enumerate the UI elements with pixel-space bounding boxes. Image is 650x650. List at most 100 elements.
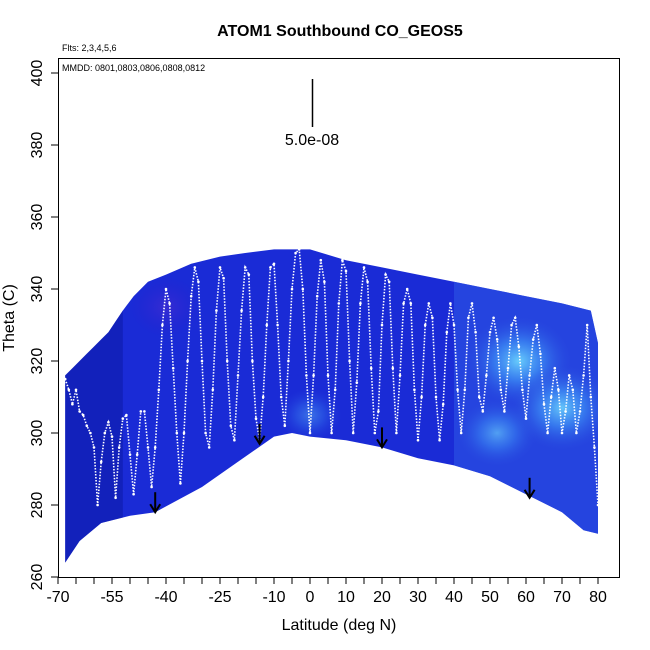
track-point [546, 431, 549, 435]
y-tick-label: 260 [29, 564, 46, 591]
track-point [81, 413, 85, 417]
track-point [517, 345, 521, 348]
track-point [229, 424, 233, 428]
curtain-hotspot-3 [130, 277, 202, 337]
y-tick-label: 400 [29, 60, 46, 87]
track-point [481, 410, 485, 413]
track-point [143, 410, 146, 413]
track-point [135, 453, 139, 456]
y-axis-label: Theta (C) [1, 284, 18, 352]
track-point [99, 460, 103, 464]
track-point [283, 424, 287, 428]
track-point [297, 248, 301, 251]
track-point [585, 323, 589, 327]
y-tick-label: 280 [29, 492, 46, 519]
track-point [233, 438, 236, 442]
x-tick-label: -10 [262, 589, 285, 606]
track-point [276, 323, 279, 327]
x-tick-label: 60 [517, 589, 535, 606]
track-point [114, 496, 117, 500]
track-point [535, 323, 539, 327]
track-point [207, 446, 211, 449]
track-point [146, 446, 150, 449]
track-point [85, 424, 89, 428]
track-point [89, 431, 92, 435]
track-point [373, 431, 377, 435]
track-point [348, 359, 351, 363]
curtain-hotspot-4 [278, 388, 342, 442]
x-tick-label: 40 [445, 589, 463, 606]
track-point [557, 388, 560, 392]
track-point [215, 309, 218, 312]
track-point [269, 266, 272, 269]
track-point [132, 492, 135, 496]
track-point [164, 287, 168, 291]
track-point [251, 359, 254, 363]
track-point [463, 388, 467, 392]
track-point [506, 366, 510, 370]
track-point [366, 280, 369, 284]
track-point [344, 269, 348, 273]
track-point [211, 388, 215, 392]
x-axis: -70 -55 -40 -25 -10 0 10 20 30 40 50 60 70 80 [46, 577, 607, 606]
x-axis-label: Latitude (deg N) [282, 617, 397, 634]
track-point [326, 374, 330, 377]
track-point [503, 410, 506, 413]
track-point [499, 388, 503, 392]
track-point [524, 417, 528, 420]
track-point [341, 258, 344, 262]
track-point [359, 302, 362, 305]
track-point [323, 280, 326, 284]
track-point [236, 374, 240, 377]
track-point [384, 273, 387, 276]
track-point [312, 374, 315, 377]
track-point [168, 302, 171, 305]
track-point [279, 395, 283, 399]
track-point [449, 302, 452, 305]
track-point [171, 366, 175, 370]
track-point [294, 251, 297, 255]
track-point [121, 417, 125, 420]
track-point [189, 294, 193, 298]
track-point [139, 410, 143, 413]
track-point [488, 330, 492, 334]
track-point [431, 316, 434, 320]
flights-note: Flts: 2,3,4,5,6 [62, 43, 117, 53]
track-point [470, 302, 474, 305]
arrow-markers [149, 423, 536, 515]
track-point [398, 374, 402, 377]
track-point [182, 431, 186, 435]
arrow-marker-0 [149, 492, 162, 515]
x-tick-label: 50 [481, 589, 499, 606]
track-point [459, 431, 463, 435]
track-point [222, 276, 225, 280]
track-point [452, 323, 456, 327]
x-tick-label: 80 [589, 589, 607, 606]
track-point [542, 402, 546, 406]
track-point [492, 316, 495, 320]
track-point [265, 323, 269, 327]
track-point [157, 388, 161, 392]
track-point [564, 410, 567, 413]
track-point [272, 262, 276, 266]
arrow-marker-2 [376, 427, 388, 450]
track-point [485, 374, 488, 377]
track-point [521, 388, 524, 392]
y-tick-label: 340 [29, 276, 46, 303]
track-point [456, 388, 459, 392]
track-point [247, 273, 251, 276]
track-point [74, 388, 78, 392]
track-point [150, 485, 153, 489]
track-point [405, 287, 409, 291]
track-point [377, 410, 380, 413]
track-point [218, 266, 222, 269]
track-point [549, 395, 553, 399]
y-axis: 260 280 300 320 340 360 380 400 [29, 60, 58, 591]
arrow-marker-1 [253, 423, 266, 446]
track-point [63, 377, 67, 381]
track-point [575, 431, 578, 435]
track-point [153, 446, 157, 449]
track-point [308, 431, 312, 435]
track-point [409, 302, 413, 305]
